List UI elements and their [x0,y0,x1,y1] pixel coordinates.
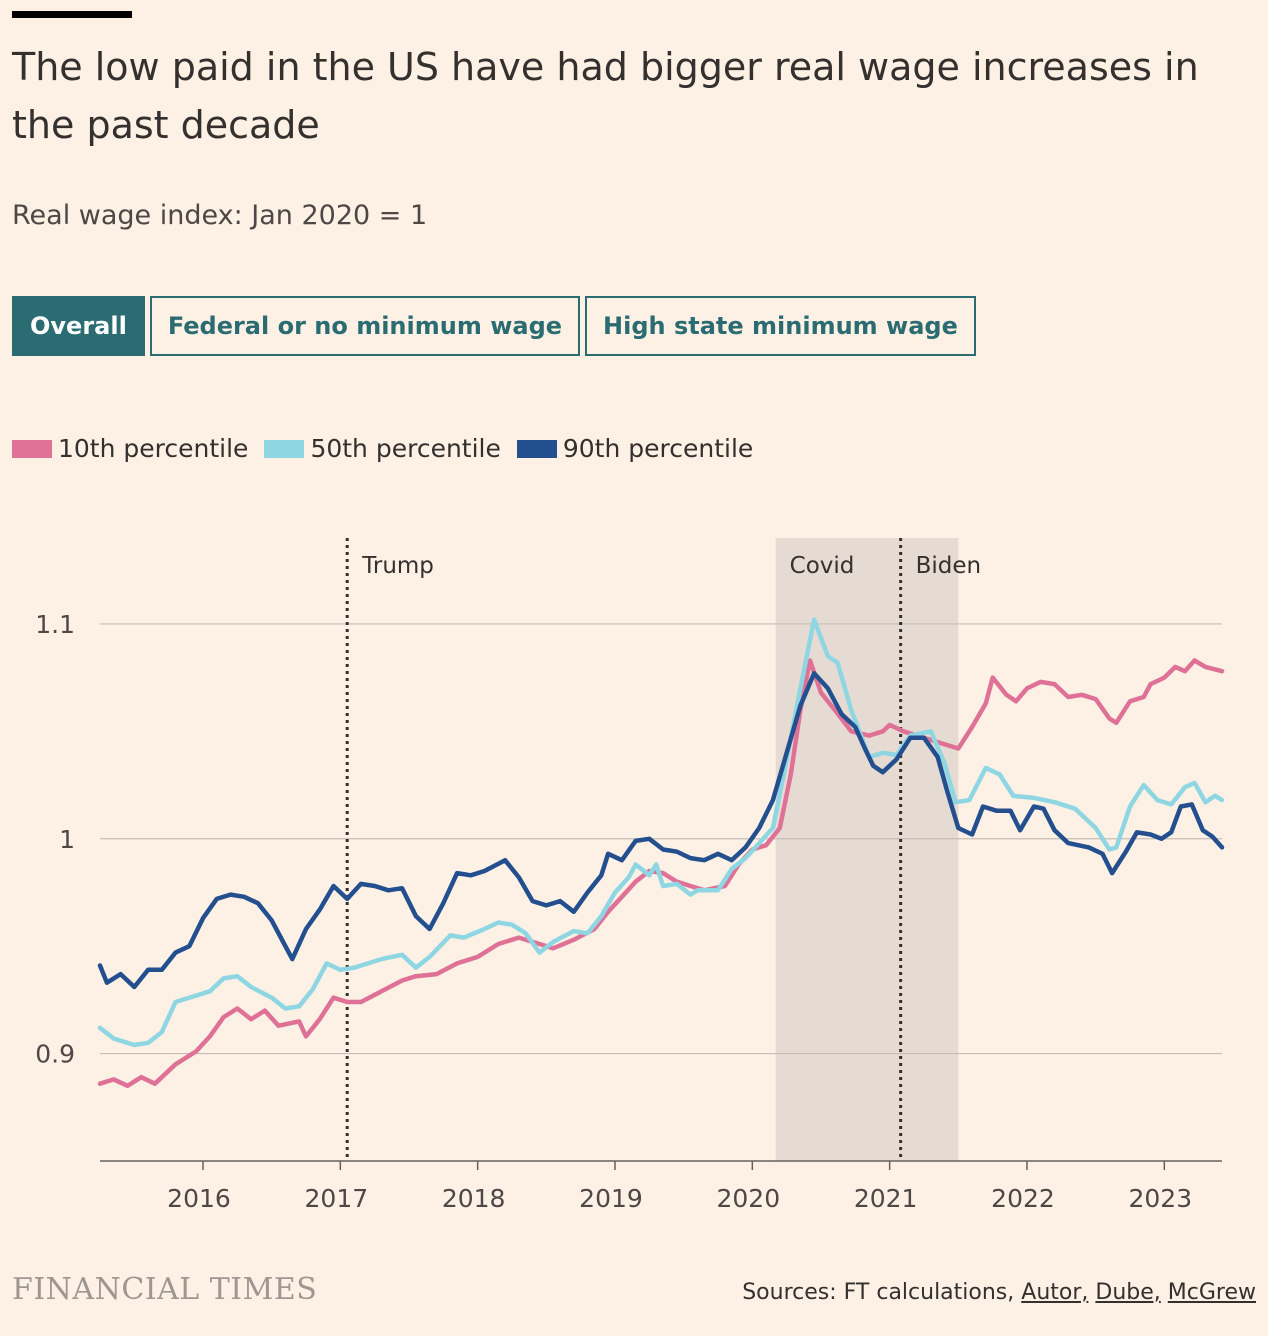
annotation-biden: Biden [916,553,982,579]
legend-label-50th: 50th percentile [310,434,501,463]
source-link-dube[interactable]: Dube, [1095,1280,1161,1305]
legend-item-10th: 10th percentile [12,434,248,463]
legend-swatch-50th [264,439,305,458]
chart-subtitle: Real wage index: Jan 2020 = 1 [12,200,428,231]
y-tick-label: 1.1 [35,610,75,639]
legend-item-50th: 50th percentile [264,434,501,463]
tab-overall[interactable]: Overall [12,296,145,356]
legend-swatch-90th [516,439,557,458]
x-tick-label: 2017 [305,1184,369,1213]
legend-label-90th: 90th percentile [562,434,754,463]
y-tick-label: 0.9 [35,1040,75,1069]
source-link-mcgrew[interactable]: McGrew [1167,1280,1256,1305]
tab-high-state-minimum-wage[interactable]: High state minimum wage [585,296,976,356]
x-tick-label: 2020 [717,1184,781,1213]
tab-federal-or-no-minimum-wage[interactable]: Federal or no minimum wage [149,296,581,356]
series-line-50th-percentile [97,617,1225,1048]
source-link-autor[interactable]: Autor, [1021,1280,1089,1305]
chart-title: The low paid in the US have had bigger r… [12,45,1199,147]
line-chart: 0.9 1 1.1 2016 2017 2018 2019 2020 2021 2022 2023 C… [35,538,1225,1213]
x-tick-label: 2022 [991,1184,1055,1213]
x-tick-label: 2019 [579,1184,643,1213]
ft-logo: FINANCIAL TIMES [12,1272,318,1307]
sources-note: Sources: FT calculations, Autor, Dube, M… [742,1280,1256,1305]
x-tick-label: 2018 [442,1184,506,1213]
sources-prefix: Sources: FT calculations, [742,1280,1022,1305]
y-tick-label: 1 [59,825,75,854]
chart-legend: 10th percentile 50th percentile 90th per… [12,434,769,463]
x-tick-label: 2021 [854,1184,918,1213]
legend-label-10th: 10th percentile [58,434,249,463]
series-line-90th-percentile [97,671,1225,990]
shaded-region-covid [775,538,959,1161]
legend-item-90th: 90th percentile [516,434,754,463]
annotation-covid: Covid [790,553,855,579]
filter-tabs: Overall Federal or no minimum wage High … [12,296,981,356]
annotation-trump: Trump [361,553,434,579]
brand-top-bar [12,11,132,18]
x-tick-label: 2023 [1129,1184,1193,1213]
x-tick-label: 2016 [167,1184,231,1213]
series-line-10th-percentile [97,658,1225,1089]
legend-swatch-10th [12,439,52,458]
